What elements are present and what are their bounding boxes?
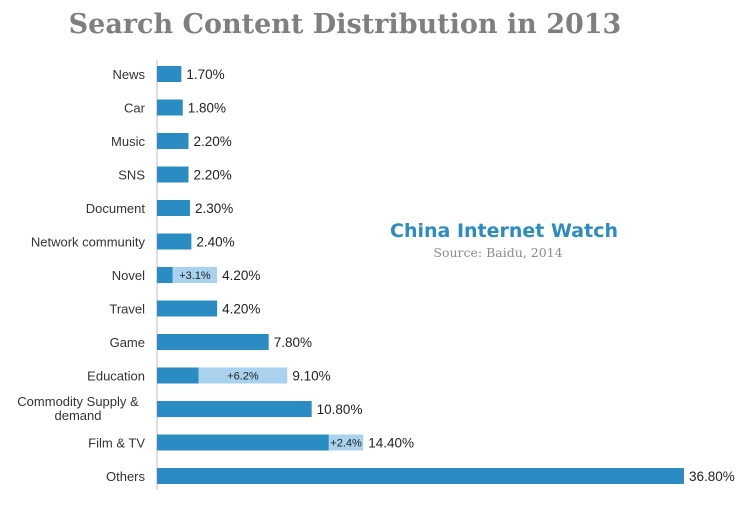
category-label-music: Music xyxy=(111,134,145,149)
bars: +3.1% +6.2% +2.4% xyxy=(157,66,684,484)
bar-others xyxy=(157,468,684,484)
value-labels: 1.70% 1.80% 2.20% 2.20% 2.30% 2.40% 4.20% 4.20%… xyxy=(186,67,734,484)
bar-network-community xyxy=(157,233,192,250)
category-labels: News Car Music SNS Document Network community… xyxy=(17,67,145,484)
watermark-brand: China Internet Watch xyxy=(390,220,618,242)
value-label-news: 1.70% xyxy=(186,67,224,82)
bar-game xyxy=(157,334,269,350)
bar-commodity-supply-demand xyxy=(157,401,312,417)
bar-film-tv xyxy=(157,434,329,451)
value-label-game: 7.80% xyxy=(274,335,312,350)
category-label-document: Document xyxy=(86,201,146,216)
value-label-music: 2.20% xyxy=(194,134,232,149)
category-label-sns: SNS xyxy=(118,168,145,183)
category-label-education: Education xyxy=(87,369,145,384)
bar-document xyxy=(157,200,190,216)
increment-label-novel: +3.1% xyxy=(179,270,211,282)
bar-travel xyxy=(157,300,218,317)
increment-bar-education xyxy=(198,367,288,384)
value-label-network-community: 2.40% xyxy=(196,235,234,250)
increment-bar-novel xyxy=(172,267,218,283)
bar-music xyxy=(157,133,189,149)
value-label-document: 2.30% xyxy=(195,201,233,216)
value-label-sns: 2.20% xyxy=(194,168,232,183)
value-label-commodity-supply-demand: 10.80% xyxy=(317,402,363,417)
increment-label-film-tv: +2.4% xyxy=(330,438,362,450)
bar-novel xyxy=(157,267,173,283)
category-label-travel: Travel xyxy=(109,302,145,317)
category-label-game: Game xyxy=(110,335,145,350)
bar-news xyxy=(157,66,182,82)
bar-sns xyxy=(157,166,189,183)
category-label-network-community: Network community xyxy=(31,235,146,250)
value-label-film-tv: 14.40% xyxy=(368,436,414,451)
category-label-car: Car xyxy=(124,101,146,116)
category-label-news: News xyxy=(112,67,145,82)
bar-education xyxy=(157,367,199,384)
value-label-car: 1.80% xyxy=(188,101,226,116)
chart-title: Search Content Distribution in 2013 xyxy=(69,9,622,40)
watermark-source: Source: Baidu, 2014 xyxy=(433,245,562,260)
bar-car xyxy=(157,99,183,116)
increment-label-education: +6.2% xyxy=(227,371,259,383)
category-label-novel: Novel xyxy=(112,268,145,283)
increment-bar-film-tv xyxy=(328,434,364,451)
category-label-others: Others xyxy=(106,469,146,484)
value-label-novel: 4.20% xyxy=(222,268,260,283)
value-label-education: 9.10% xyxy=(292,369,330,384)
category-label-commodity-supply-demand: Commodity Supply & demand xyxy=(17,394,139,423)
category-label-film-tv: Film & TV xyxy=(88,436,145,451)
value-label-travel: 4.20% xyxy=(222,302,260,317)
value-label-others: 36.80% xyxy=(689,469,735,484)
